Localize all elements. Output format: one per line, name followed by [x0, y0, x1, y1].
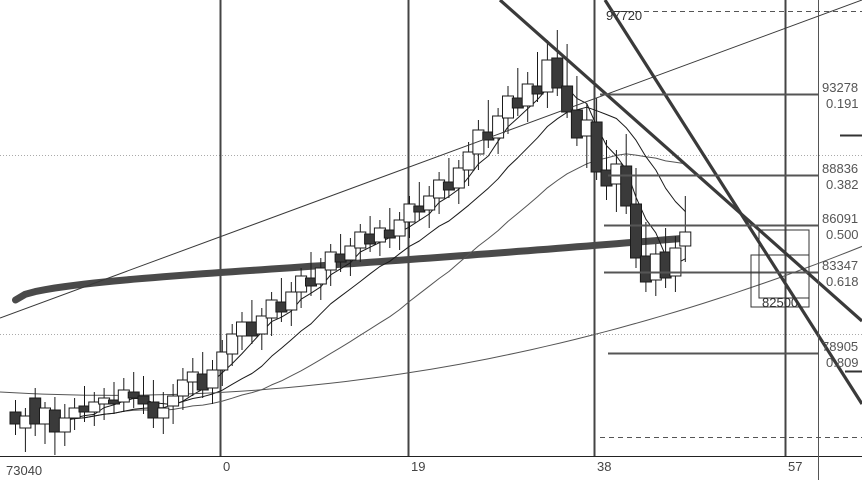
fib-level-price: 83347: [822, 258, 859, 273]
candle-body-down: [639, 255, 652, 283]
candle-body-down: [551, 57, 564, 89]
candle-body-up: [58, 417, 71, 433]
fib-level-ratio: 0.191: [826, 96, 859, 111]
candle-body-up: [669, 247, 682, 277]
candle-body-up: [521, 83, 534, 107]
candle-body-up: [285, 291, 298, 311]
candle-body-up: [68, 407, 81, 419]
candle-body-up: [393, 219, 406, 237]
candle-body-down: [590, 121, 603, 173]
fib-level-ratio: 0.500: [826, 227, 859, 242]
candle-body-down: [442, 181, 455, 191]
fib-level-price: 93278: [822, 80, 859, 95]
candle-body-up: [679, 231, 692, 247]
candle-body-down: [511, 97, 524, 109]
swing-high-label: 97720: [606, 8, 643, 23]
candle-body-up: [295, 275, 308, 293]
candle-body-down: [561, 85, 574, 113]
x-axis-tick-label: 57: [788, 459, 803, 474]
candle-body-up: [541, 59, 554, 93]
price-box[interactable]: [758, 229, 810, 299]
candle-body-down: [620, 165, 633, 207]
candle-body-down: [137, 395, 150, 405]
candle-body-down: [127, 391, 140, 399]
candle-body-up: [88, 401, 101, 413]
candle-body-down: [275, 301, 288, 313]
fib-level-ratio: 0.382: [826, 177, 859, 192]
fib-level-ratio: 0.618: [826, 274, 859, 289]
candle-body-up: [255, 315, 268, 335]
candle-body-up: [117, 389, 130, 403]
fib-level-price: 86091: [822, 211, 859, 226]
candle-body-up: [157, 407, 170, 419]
box-low-label: 82500: [762, 295, 799, 310]
candle-body-up: [462, 151, 475, 171]
candle-body-up: [39, 407, 51, 425]
candle-body-down: [48, 409, 61, 433]
candle-body-down: [600, 169, 613, 187]
ma-extra-long: [0, 245, 862, 396]
candle-body-up: [236, 321, 248, 337]
candle-body-up: [403, 203, 416, 223]
candle-body-up: [167, 395, 180, 407]
uptrend-support[interactable]: [0, 0, 862, 319]
candle-body-up: [216, 351, 229, 371]
candle-body-up: [186, 371, 199, 383]
candle-body-up: [344, 245, 357, 261]
candle-body-down: [9, 411, 22, 425]
candle-body-up: [492, 115, 505, 139]
candle-body-up: [206, 369, 219, 389]
candle-body-down: [630, 203, 642, 259]
candle-body-up: [324, 251, 337, 271]
x-axis-tick-label: 19: [411, 459, 426, 474]
fib-level-price: 88836: [822, 161, 859, 176]
x-axis-tick-label: 38: [597, 459, 612, 474]
x-axis-tick-label: 0: [223, 459, 231, 474]
candle-body-down: [531, 85, 544, 95]
fib-level-price: 78905: [822, 339, 859, 354]
candle-body-up: [226, 333, 239, 355]
candle-body-up: [176, 379, 189, 397]
candle-body-down: [147, 401, 160, 419]
candle-body-down: [245, 321, 258, 337]
candle-body-up: [314, 267, 327, 285]
fib-level-ratio: 0.809: [826, 355, 859, 370]
downtrend-lower[interactable]: [603, 0, 862, 405]
candle-body-down: [570, 109, 583, 139]
candle-body-up: [423, 195, 436, 211]
downtrend-upper[interactable]: [498, 0, 862, 323]
candle-body-up: [373, 227, 386, 243]
candle-body-down: [413, 205, 426, 213]
swing-low-axis-label: 73040: [6, 463, 43, 478]
candle-body-up: [452, 167, 465, 189]
candle-body-up: [98, 397, 111, 405]
